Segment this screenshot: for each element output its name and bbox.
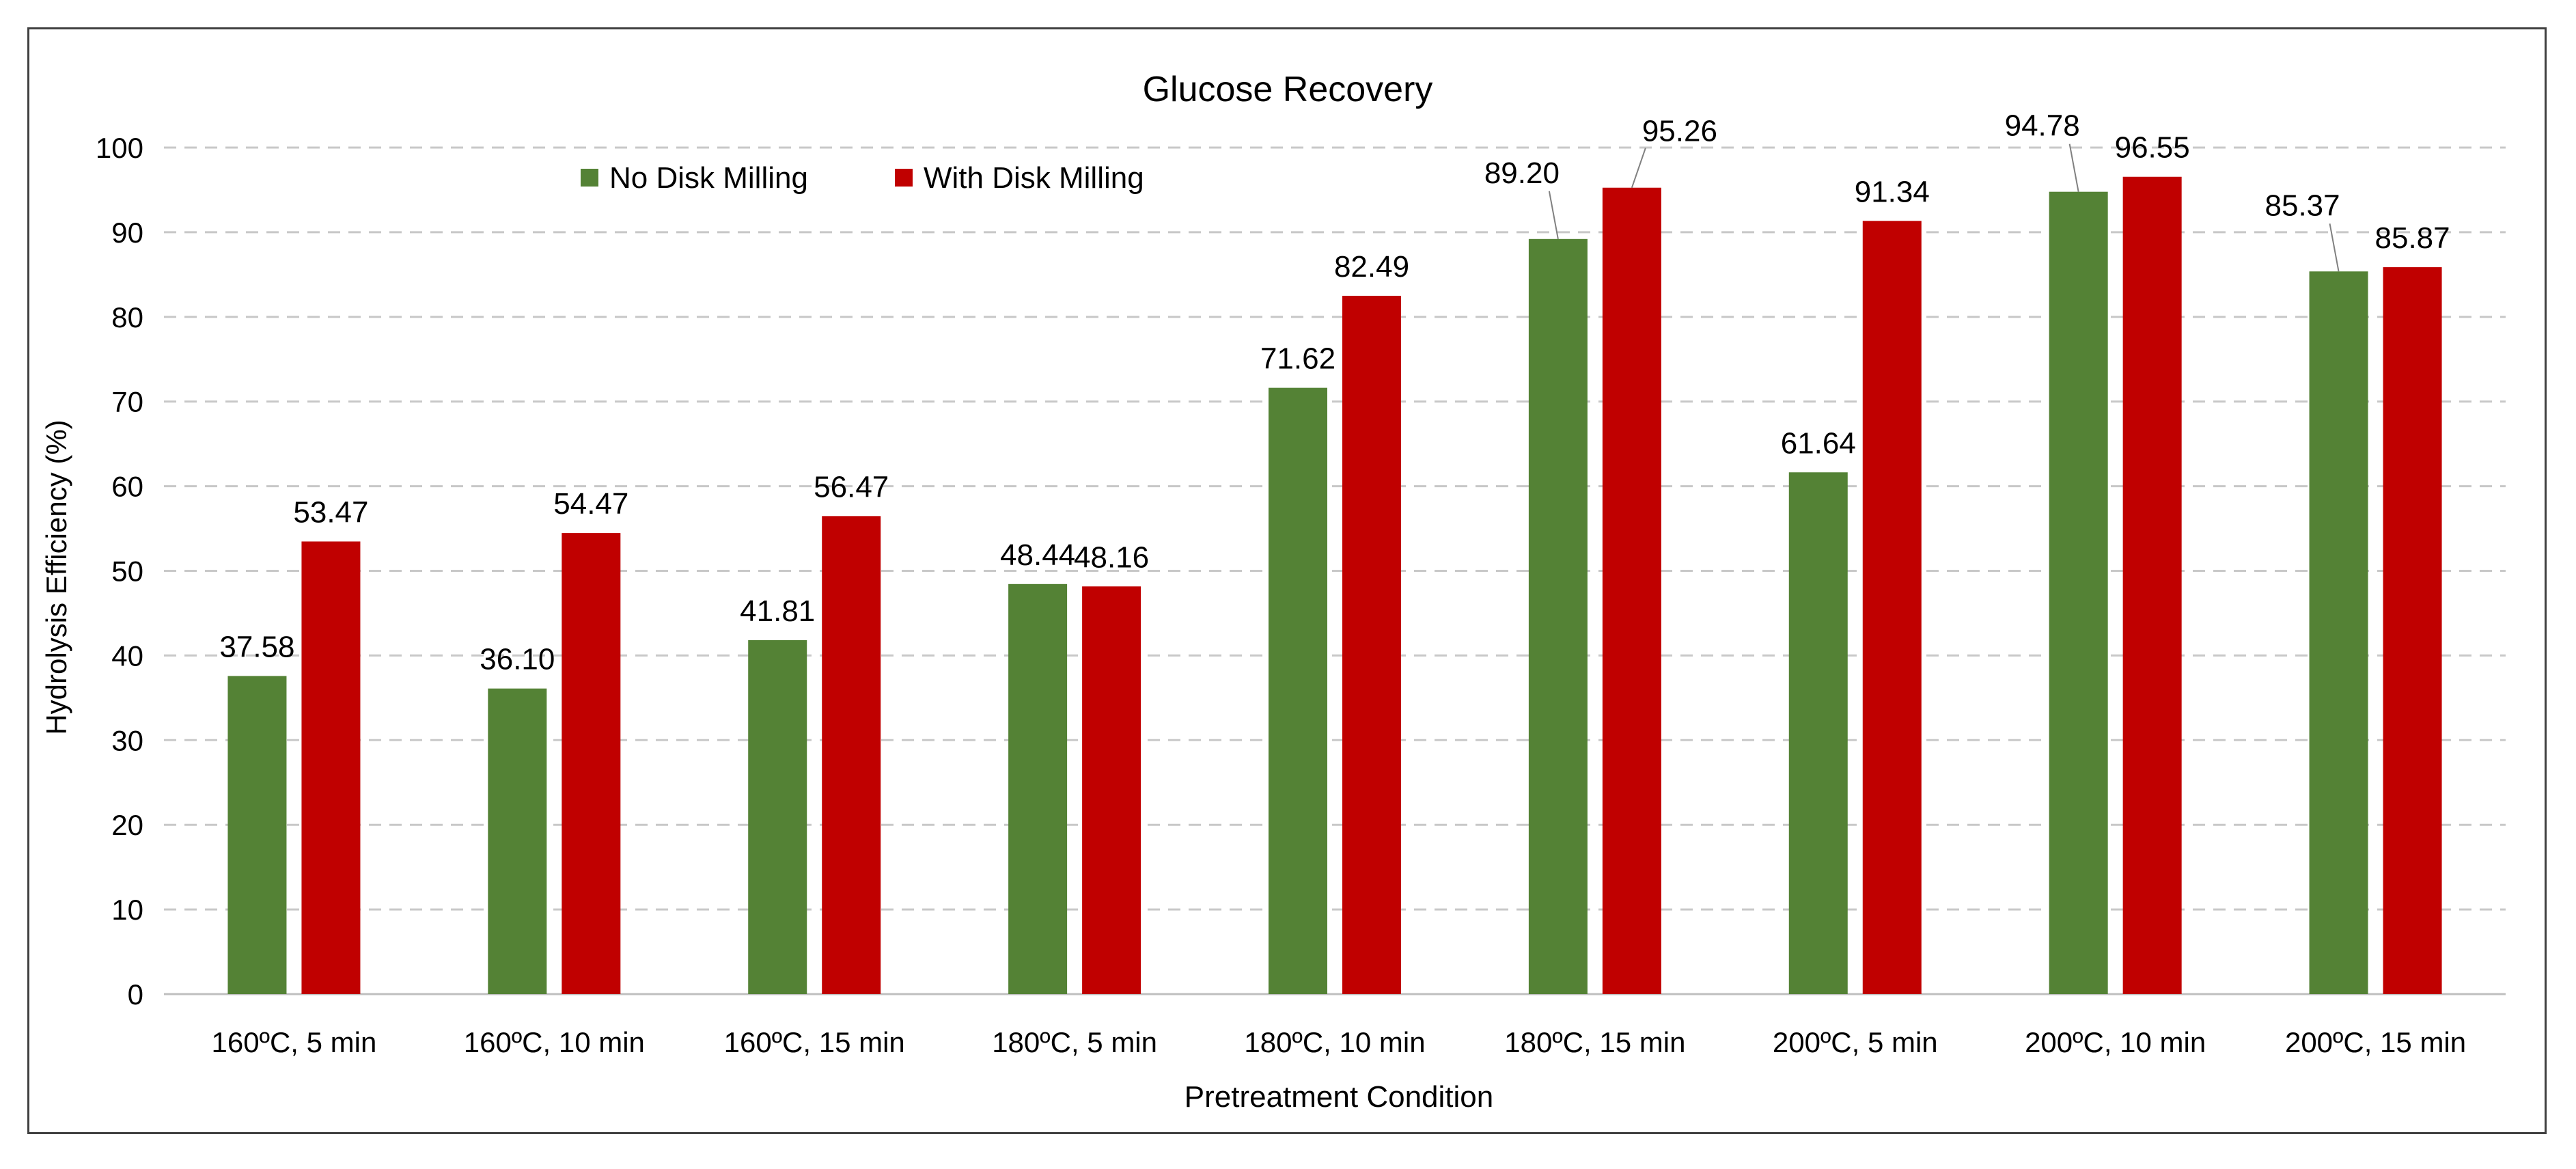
bar-with-disk-milling [1342,295,1401,994]
bar-no-disk-milling [488,688,547,994]
legend-swatch-with-disk-milling [895,169,913,187]
data-labels: 37.58 53.47 36.10 54.47 41.81 56.47 48.4448.16… [219,109,2450,676]
x-tick-label: 200ºC, 15 min [2285,1026,2466,1058]
data-label: 85.87 [2375,221,2450,255]
leader-line [1631,148,1646,189]
x-tick-label: 200ºC, 5 min [1773,1026,1938,1058]
bars [227,176,2442,995]
data-label: 89.20 [1484,156,1560,190]
bar-no-disk-milling [2309,271,2368,995]
bar-no-disk-milling [1788,472,1848,994]
y-tick-label: 60 [111,471,143,503]
x-tick-label: 160ºC, 5 min [212,1026,377,1058]
legend-swatch-no-disk-milling [581,169,598,187]
legend-label: With Disk Milling [924,161,1144,195]
x-tick-label: 200ºC, 10 min [2025,1026,2206,1058]
data-label: 82.49 [1334,250,1409,284]
y-tick-label: 40 [111,639,143,672]
data-label: 56.47 [814,470,889,504]
y-axis-ticks: 0 10 20 30 40 50 60 70 80 90 100 [96,132,143,1010]
bar-with-disk-milling [562,533,621,994]
chart-title: Glucose Recovery [1143,70,1433,109]
bar-with-disk-milling [1862,221,1922,995]
y-axis-label: Hydrolysis Efficiency (%) [40,420,72,734]
bar-with-disk-milling [822,516,881,994]
bar-with-disk-milling [1602,187,1661,994]
bar-with-disk-milling [2383,267,2442,995]
bar-no-disk-milling [1008,583,1068,994]
data-label: 94.78 [2005,109,2080,143]
x-axis-ticks: 160ºC, 5 min 160ºC, 10 min 160ºC, 15 min 18… [212,1026,2467,1058]
bar-no-disk-milling [1528,238,1588,994]
data-label: 37.58 [219,630,294,663]
y-tick-label: 30 [111,724,143,756]
leader-line [1548,191,1559,239]
y-tick-label: 0 [128,978,143,1010]
bar-no-disk-milling [227,676,287,994]
y-tick-label: 90 [111,217,143,249]
y-tick-label: 50 [111,555,143,588]
bar-with-disk-milling [2122,176,2182,995]
bar-with-disk-milling [1082,586,1141,994]
bar-with-disk-milling [301,541,361,994]
y-tick-label: 100 [96,132,143,164]
bar-no-disk-milling [748,639,807,994]
data-label: 48.16 [1074,540,1149,574]
x-tick-label: 180ºC, 15 min [1504,1026,1685,1058]
y-tick-label: 20 [111,809,143,841]
y-tick-label: 70 [111,386,143,418]
x-tick-label: 160ºC, 10 min [464,1026,645,1058]
legend: No Disk Milling With Disk Milling [581,161,1144,195]
x-axis-label: Pretreatment Condition [1185,1080,1493,1114]
data-label: 85.37 [2265,189,2340,222]
y-tick-label: 80 [111,301,143,333]
data-label: 96.55 [2115,131,2190,165]
y-tick-label: 10 [111,894,143,926]
data-label: 91.34 [1855,175,1930,208]
data-label: 54.47 [553,487,628,521]
data-label: 61.64 [1781,426,1856,460]
data-label: 71.62 [1260,342,1335,376]
bar-no-disk-milling [2049,191,2108,995]
data-label: 36.10 [480,643,555,676]
data-label: 41.81 [740,594,815,628]
x-tick-label: 160ºC, 15 min [724,1026,905,1058]
data-label: 53.47 [293,496,368,530]
legend-label: No Disk Milling [609,161,808,195]
x-tick-label: 180ºC, 10 min [1244,1026,1425,1058]
leader-line [2329,223,2340,272]
x-tick-label: 180ºC, 5 min [992,1026,1157,1058]
leader-line [2068,143,2079,192]
chart-frame [27,27,2547,1134]
gridlines [164,146,2506,995]
data-label: 95.26 [1642,115,1717,148]
bar-no-disk-milling [1269,387,1327,994]
data-label: 48.44 [1000,538,1075,572]
